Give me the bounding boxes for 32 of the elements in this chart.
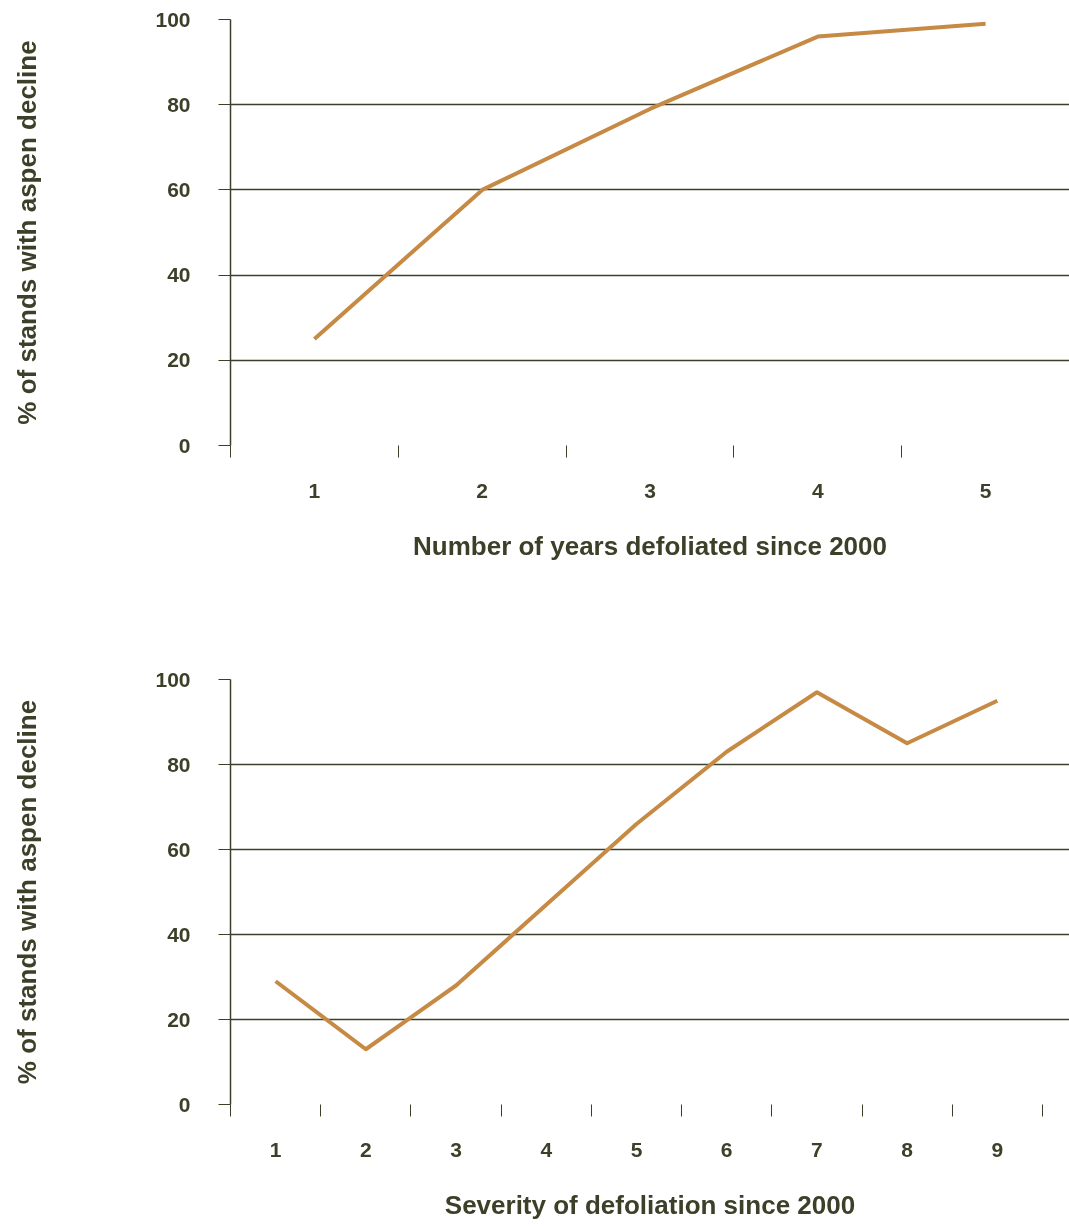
x-tick-label: 4 xyxy=(811,478,824,502)
line-series xyxy=(273,690,1000,1052)
x-tick-label: 3 xyxy=(450,1137,462,1161)
y-tick-label: 60 xyxy=(167,177,191,201)
x-tick-label: 7 xyxy=(811,1137,823,1161)
y-tick-label: 80 xyxy=(167,92,191,116)
x-tick-label: 1 xyxy=(308,478,321,502)
x-tick-label: 4 xyxy=(540,1137,553,1161)
y-tick-label: 40 xyxy=(167,922,191,946)
x-tick-label: 2 xyxy=(359,1137,372,1161)
line-series xyxy=(312,21,988,341)
y-tick-label: 0 xyxy=(178,1092,191,1116)
x-tick-label: 1 xyxy=(269,1137,282,1161)
y-tick-label: 100 xyxy=(155,667,191,691)
y-axis-title: % of stands with aspen decline xyxy=(12,40,43,425)
x-tick-label: 8 xyxy=(901,1137,914,1161)
y-tick-label: 40 xyxy=(167,263,191,287)
y-tick-label: 100 xyxy=(155,7,191,31)
y-tick-label: 20 xyxy=(167,348,191,372)
x-tick-label: 2 xyxy=(476,478,489,502)
x-tick-label: 5 xyxy=(630,1137,643,1161)
x-tick-label: 6 xyxy=(720,1137,733,1161)
x-axis-title: Severity of defoliation since 2000 xyxy=(444,1189,856,1220)
y-tick-label: 80 xyxy=(167,752,191,776)
x-tick-label: 9 xyxy=(991,1137,1004,1161)
y-axis-title: % of stands with aspen decline xyxy=(12,699,43,1085)
x-tick-label: 3 xyxy=(644,478,656,502)
x-axis-title: Number of years defoliated since 2000 xyxy=(413,530,887,561)
y-tick-label: 0 xyxy=(178,433,191,457)
y-tick-label: 60 xyxy=(167,837,191,861)
y-tick-label: 20 xyxy=(167,1007,191,1031)
x-tick-label: 5 xyxy=(979,478,992,502)
